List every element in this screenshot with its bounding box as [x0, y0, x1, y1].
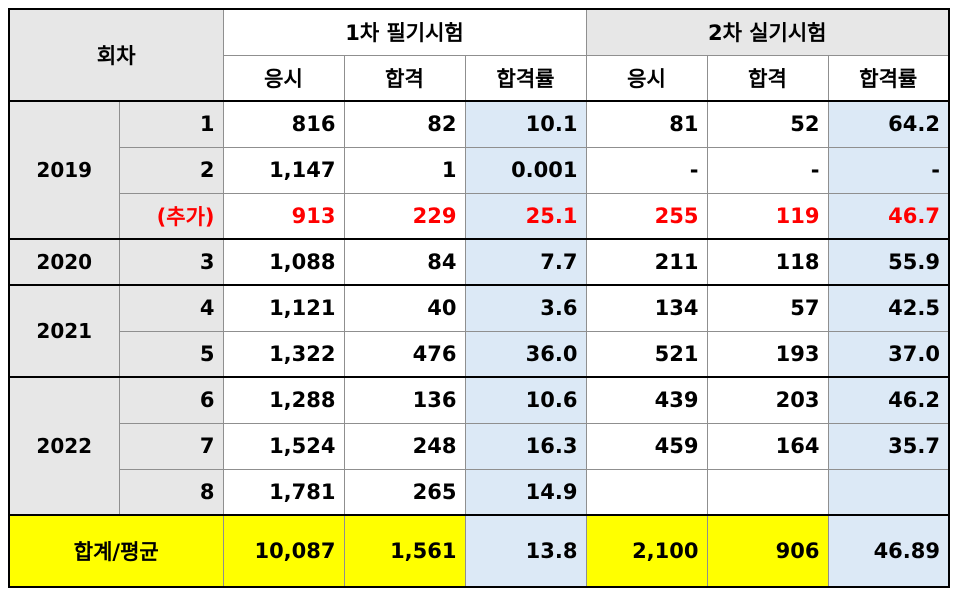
round-cell: 3: [118, 238, 224, 286]
practical-rate-cell: -: [827, 146, 950, 194]
written-pass-cell: 476: [343, 330, 466, 378]
written-rate-cell: 10.6: [464, 376, 587, 424]
practical-pass-cell: 118: [706, 238, 829, 286]
written-rate-cell: 7.7: [464, 238, 587, 286]
round-cell: 2: [118, 146, 224, 194]
table-row: 2021 4 1,121 40 3.6 134 57 42.5: [8, 284, 950, 378]
written-apply-cell: 1,322: [222, 330, 345, 378]
practical-rate-cell: [827, 468, 950, 516]
practical-pass-cell: 52: [706, 100, 829, 148]
practical-apply-cell: 459: [585, 422, 708, 470]
practical-rate-cell: 35.7: [827, 422, 950, 470]
total-row: 합계/평균 10,087 1,561 13.8 2,100 906 46.89: [8, 514, 950, 588]
table-row: 2020 3 1,088 84 7.7 211 118 55.9: [8, 238, 950, 286]
practical-rate-cell: 46.2: [827, 376, 950, 424]
table-row: 7 1,524 248 16.3 459 164 35.7: [9, 422, 950, 470]
written-apply-cell: 1,524: [222, 422, 345, 470]
written-rate-cell: 36.0: [464, 330, 587, 378]
practical-apply-cell: 439: [585, 376, 708, 424]
practical-pass-cell: 57: [706, 284, 829, 332]
header-row-2: 응시 합격 합격률 응시 합격 합격률: [9, 54, 950, 102]
practical-apply-cell: 255: [585, 192, 708, 240]
written-pass-cell: 40: [343, 284, 466, 332]
written-apply-cell: 1,147: [222, 146, 345, 194]
written-rate-cell: 25.1: [464, 192, 587, 240]
total-written-pass: 1,561: [343, 514, 466, 588]
written-pass-cell: 136: [343, 376, 466, 424]
total-practical-rate: 46.89: [827, 514, 950, 588]
round-cell: 8: [118, 468, 224, 516]
round-header: 회차: [8, 8, 224, 102]
practical-rate-cell: 64.2: [827, 100, 950, 148]
practical-apply-cell: 134: [585, 284, 708, 332]
col-practical-apply: 응시: [585, 54, 708, 102]
round-cell: 1: [118, 100, 224, 148]
written-exam-header: 1차 필기시험: [222, 8, 587, 56]
year-cell: 2020: [8, 238, 120, 286]
written-rate-cell: 0.001: [464, 146, 587, 194]
practical-pass-cell: 193: [706, 330, 829, 378]
total-practical-pass: 906: [706, 514, 829, 588]
year-cell: 2022: [8, 376, 120, 516]
total-written-apply: 10,087: [222, 514, 345, 588]
table-row: 2019 1 816 82 10.1 81 52 64.2: [8, 100, 950, 240]
table-row: 5 1,322 476 36.0 521 193 37.0: [9, 330, 950, 378]
col-written-pass: 합격: [343, 54, 466, 102]
table-row-additional: (추가) 913 229 25.1 255 119 46.7: [9, 192, 950, 240]
written-apply-cell: 1,088: [222, 238, 345, 286]
col-written-apply: 응시: [222, 54, 345, 102]
practical-pass-cell: 164: [706, 422, 829, 470]
table-row: 2 1,147 1 0.001 - - -: [9, 146, 950, 194]
written-apply-cell: 913: [222, 192, 345, 240]
practical-exam-header: 2차 실기시험: [585, 8, 950, 56]
written-rate-cell: 3.6: [464, 284, 587, 332]
written-apply-cell: 816: [222, 100, 345, 148]
total-written-rate: 13.8: [464, 514, 587, 588]
practical-apply-cell: -: [585, 146, 708, 194]
exam-results-table: 회차 1차 필기시험 2차 실기시험 응시 합격 합격률 응시 합격 합격률 2…: [8, 8, 950, 588]
round-cell: 7: [118, 422, 224, 470]
round-cell: 5: [118, 330, 224, 378]
practical-apply-cell: [585, 468, 708, 516]
col-written-rate: 합격률: [464, 54, 587, 102]
total-practical-apply: 2,100: [585, 514, 708, 588]
round-cell: 4: [118, 284, 224, 332]
written-rate-cell: 10.1: [464, 100, 587, 148]
total-label: 합계/평균: [8, 514, 224, 588]
practical-pass-cell: [706, 468, 829, 516]
practical-pass-cell: 119: [706, 192, 829, 240]
written-rate-cell: 16.3: [464, 422, 587, 470]
practical-pass-cell: -: [706, 146, 829, 194]
year-cell: 2019: [8, 100, 120, 240]
written-pass-cell: 229: [343, 192, 466, 240]
round-cell: (추가): [118, 192, 224, 240]
col-practical-pass: 합격: [706, 54, 829, 102]
practical-rate-cell: 42.5: [827, 284, 950, 332]
practical-pass-cell: 203: [706, 376, 829, 424]
practical-rate-cell: 46.7: [827, 192, 950, 240]
written-pass-cell: 82: [343, 100, 466, 148]
year-cell: 2021: [8, 284, 120, 378]
table-row: 2022 6 1,288 136 10.6 439 203 46.2: [8, 376, 950, 516]
written-rate-cell: 14.9: [464, 468, 587, 516]
written-apply-cell: 1,288: [222, 376, 345, 424]
practical-apply-cell: 81: [585, 100, 708, 148]
header-row-1: 회차 1차 필기시험 2차 실기시험: [8, 8, 950, 102]
written-pass-cell: 265: [343, 468, 466, 516]
practical-rate-cell: 55.9: [827, 238, 950, 286]
col-practical-rate: 합격률: [827, 54, 950, 102]
written-apply-cell: 1,121: [222, 284, 345, 332]
round-cell: 6: [118, 376, 224, 424]
written-pass-cell: 1: [343, 146, 466, 194]
written-apply-cell: 1,781: [222, 468, 345, 516]
practical-apply-cell: 211: [585, 238, 708, 286]
practical-apply-cell: 521: [585, 330, 708, 378]
table-row: 8 1,781 265 14.9: [9, 468, 950, 516]
practical-rate-cell: 37.0: [827, 330, 950, 378]
written-pass-cell: 248: [343, 422, 466, 470]
written-pass-cell: 84: [343, 238, 466, 286]
